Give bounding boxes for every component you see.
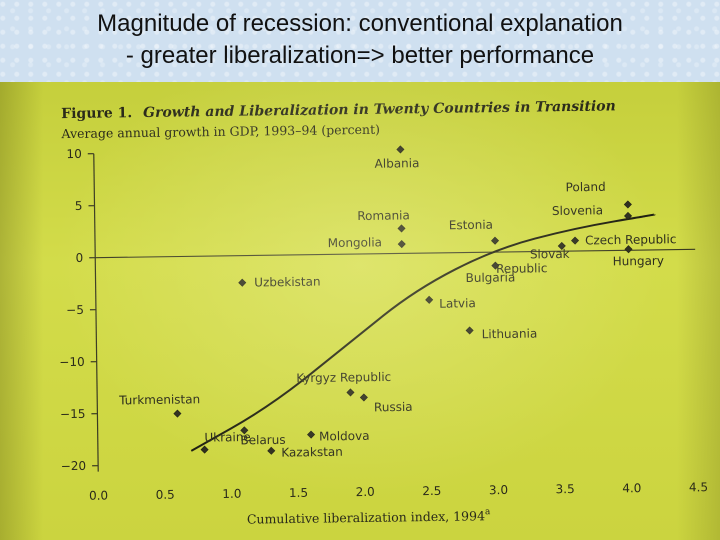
data-points: Albania Romania Mongolia Estonia Poland Slove…: [118, 145, 677, 460]
point-marker-albania: [396, 145, 405, 154]
point-marker-romania: [397, 224, 406, 233]
x-axis-ticks: 0.0 0.5 1.0 1.5 2.0 2.5 3.0 3.5 4.0 4.5: [89, 480, 708, 503]
point-marker-uzbekistan: [238, 278, 247, 287]
x-tick-label: 2.0: [356, 485, 375, 499]
zero-reference-line: [95, 248, 696, 259]
point-marker-slovak-republic: [557, 241, 566, 251]
point-label-kyrgyz-republic: Kyrgyz Republic: [296, 370, 391, 385]
point-marker-belarus: [240, 426, 249, 435]
point-label-moldova: Moldova: [319, 429, 370, 444]
point-marker-bulgaria: [491, 261, 500, 270]
point-label-romania: Romania: [357, 208, 410, 223]
point-marker-kazakstan: [267, 446, 276, 455]
point-marker-lithuania: [465, 326, 474, 335]
x-tick-label: 4.5: [689, 480, 708, 494]
x-tick-label: 0.0: [89, 489, 108, 503]
point-label-latvia: Latvia: [439, 296, 476, 311]
y-tick-label: −15: [60, 407, 86, 421]
y-axis-line: [93, 153, 99, 472]
slide-title-line-2: - greater liberalization=> better perfor…: [125, 42, 595, 69]
y-axis-ticks: 10 5 0 −5 −10 −15 −20: [59, 147, 99, 473]
x-tick-label: 1.0: [222, 487, 241, 501]
point-label-turkmenistan: Turkmenistan: [118, 392, 200, 407]
point-label-poland: Poland: [566, 180, 606, 195]
point-label-uzbekistan: Uzbekistan: [254, 275, 320, 290]
point-marker-poland: [623, 200, 632, 209]
point-marker-moldova: [307, 430, 316, 439]
figure-label: Figure 1.: [61, 105, 132, 122]
point-marker-estonia: [491, 236, 500, 245]
point-label-slovenia: Slovenia: [552, 203, 603, 218]
y-tick-label: 0: [75, 251, 83, 265]
x-axis-label-superscript: a: [485, 507, 491, 517]
y-axis-label: Average annual growth in GDP, 1993–94 (p…: [60, 122, 380, 141]
point-label-mongolia: Mongolia: [328, 235, 382, 250]
point-marker-mongolia: [397, 240, 406, 249]
point-label-estonia: Estonia: [449, 218, 493, 233]
point-marker-czech-republic: [571, 236, 580, 245]
x-tick-label: 1.5: [289, 486, 308, 500]
point-marker-turkmenistan: [173, 409, 182, 418]
point-marker-slovenia: [624, 211, 633, 220]
x-tick-label: 2.5: [422, 484, 441, 498]
y-tick-label: 5: [75, 199, 83, 213]
point-label-russia: Russia: [374, 400, 413, 415]
point-label-czech-republic: Czech Republic: [585, 232, 677, 247]
x-tick-label: 0.5: [156, 488, 175, 502]
point-label-albania: Albania: [375, 156, 420, 171]
y-tick-label: −5: [66, 303, 84, 317]
point-marker-latvia: [425, 295, 434, 304]
y-tick-label: 10: [66, 147, 81, 161]
figure-title: Figure 1. Growth and Liberalization in T…: [61, 98, 616, 122]
point-label-slovak-republic: SlovakRepublic: [496, 247, 570, 276]
scatter-chart: Figure 1. Growth and Liberalization in T…: [59, 98, 708, 526]
point-label-kazakstan: Kazakstan: [281, 445, 343, 460]
point-label-bulgaria: Bulgaria: [465, 270, 515, 285]
x-tick-label: 4.0: [622, 481, 641, 495]
x-axis-label: Cumulative liberalization index, 1994a: [247, 507, 491, 526]
point-marker-russia: [359, 393, 368, 402]
x-tick-label: 3.5: [556, 482, 575, 496]
point-label-hungary: Hungary: [613, 254, 664, 269]
point-marker-kyrgyz-republic: [346, 388, 355, 397]
x-tick-label: 3.0: [489, 483, 508, 497]
chart-photo: Figure 1. Growth and Liberalization in T…: [0, 82, 720, 540]
point-label-belarus: Belarus: [240, 433, 285, 448]
y-tick-label: −10: [59, 355, 85, 369]
point-label-ukraine: Ukraine: [204, 430, 251, 445]
x-axis-label-text: Cumulative liberalization index, 1994: [247, 508, 485, 526]
slide-title: Magnitude of recession: conventional exp…: [0, 8, 720, 80]
slide-title-line-1: Magnitude of recession: conventional exp…: [97, 10, 623, 37]
point-label-lithuania: Lithuania: [482, 327, 538, 342]
point-marker-hungary: [624, 245, 633, 254]
y-tick-label: −20: [61, 459, 87, 473]
figure-title-text: Growth and Liberalization in Twenty Coun…: [143, 98, 616, 121]
trend-line: [190, 213, 655, 452]
point-marker-ukraine: [200, 445, 209, 454]
